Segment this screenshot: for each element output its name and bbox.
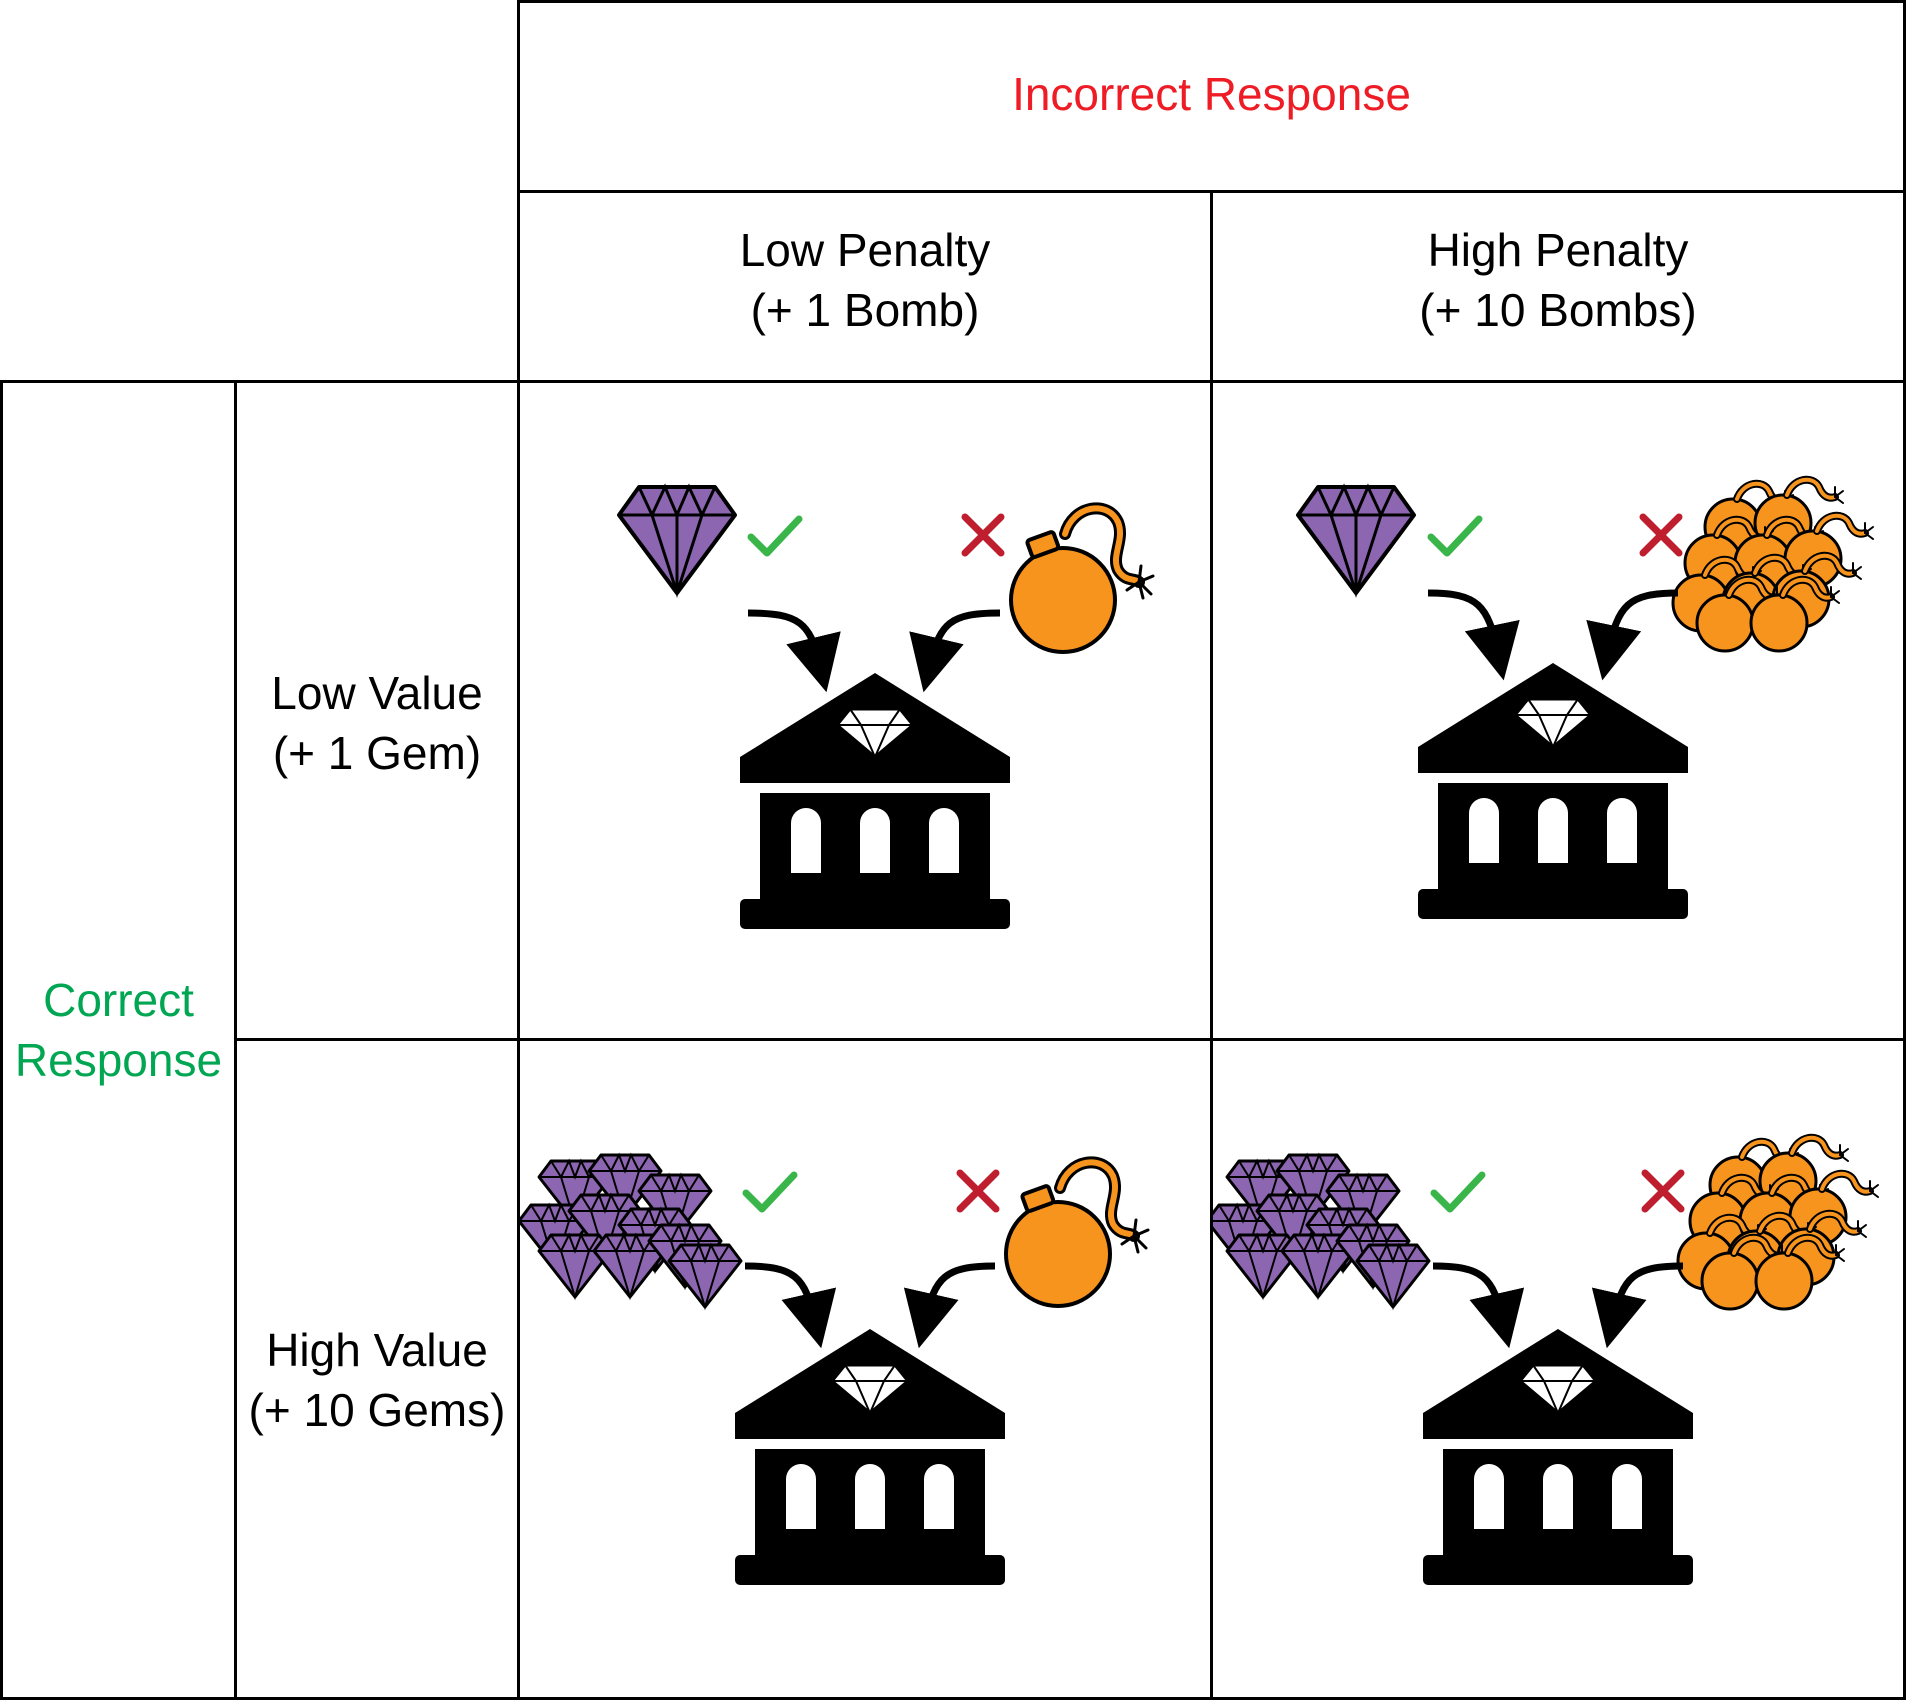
row-header-line2: (+ 1 Gem): [272, 727, 482, 779]
row-header-line1: High Value: [266, 1324, 488, 1376]
grid-line: [1903, 0, 1906, 1700]
cross-icon: [960, 1173, 996, 1209]
bomb-pile-icon: [1673, 480, 1873, 651]
grid-line: [234, 1038, 1906, 1041]
cross-icon: [1643, 517, 1679, 553]
cell-high-value-high-penalty: [1213, 1041, 1903, 1587]
grid-line: [0, 1697, 1906, 1700]
column-header-line1: Low Penalty: [739, 224, 991, 276]
bomb-icon: [1011, 508, 1153, 652]
column-header-line1: High Penalty: [1427, 224, 1689, 276]
row-header-low-value: Low Value (+ 1 Gem): [237, 663, 517, 783]
check-icon: [746, 1175, 794, 1209]
column-header-low-penalty: Low Penalty (+ 1 Bomb): [520, 220, 1210, 340]
check-icon: [751, 519, 799, 553]
grid-line: [0, 380, 1906, 383]
column-header-line2: (+ 1 Bomb): [750, 284, 980, 336]
gem-pile-icon: [1213, 1155, 1429, 1307]
cell-high-value-low-penalty: [520, 1041, 1210, 1587]
arrow-icon: [903, 1262, 996, 1349]
column-header-high-penalty: High Penalty (+ 10 Bombs): [1213, 220, 1903, 340]
incorrect-response-title: Incorrect Response: [517, 64, 1906, 124]
bank-icon: [738, 671, 1012, 931]
arrow-icon: [909, 609, 1001, 693]
arrow-icon: [744, 1262, 837, 1349]
check-icon: [1434, 1175, 1482, 1209]
gem-icon: [1296, 473, 1416, 595]
row-header-line2: (+ 10 Gems): [248, 1384, 506, 1436]
row-header-line1: Low Value: [271, 667, 483, 719]
cell-low-value-low-penalty: [617, 473, 1210, 931]
arrow-icon: [1591, 1262, 1684, 1349]
gem-pile-icon: [520, 1155, 741, 1307]
cross-icon: [965, 517, 1001, 553]
bomb-pile-icon: [1678, 1138, 1878, 1309]
grid-line: [1210, 190, 1213, 1700]
bank-icon: [1421, 1327, 1695, 1587]
bomb-icon: [1006, 1162, 1148, 1306]
correct-response-line2: Response: [14, 1034, 223, 1086]
bank-icon: [1416, 661, 1690, 921]
correct-response-line1: Correct: [43, 974, 194, 1026]
cross-icon: [1645, 1173, 1681, 1209]
arrow-icon: [1432, 1262, 1525, 1349]
bank-icon: [733, 1327, 1007, 1587]
row-header-high-value: High Value (+ 10 Gems): [237, 1320, 517, 1440]
incorrect-response-text: Incorrect Response: [1012, 68, 1411, 120]
column-header-line2: (+ 10 Bombs): [1419, 284, 1697, 336]
arrow-icon: [1427, 589, 1520, 681]
arrow-icon: [747, 609, 841, 693]
arrow-icon: [1586, 589, 1679, 681]
grid-line: [517, 0, 520, 1700]
check-icon: [1431, 519, 1479, 553]
grid-line: [0, 380, 3, 1700]
gem-icon: [617, 473, 737, 595]
cell-low-value-high-penalty: [1296, 473, 1903, 921]
correct-response-title: Correct Response: [3, 970, 234, 1090]
